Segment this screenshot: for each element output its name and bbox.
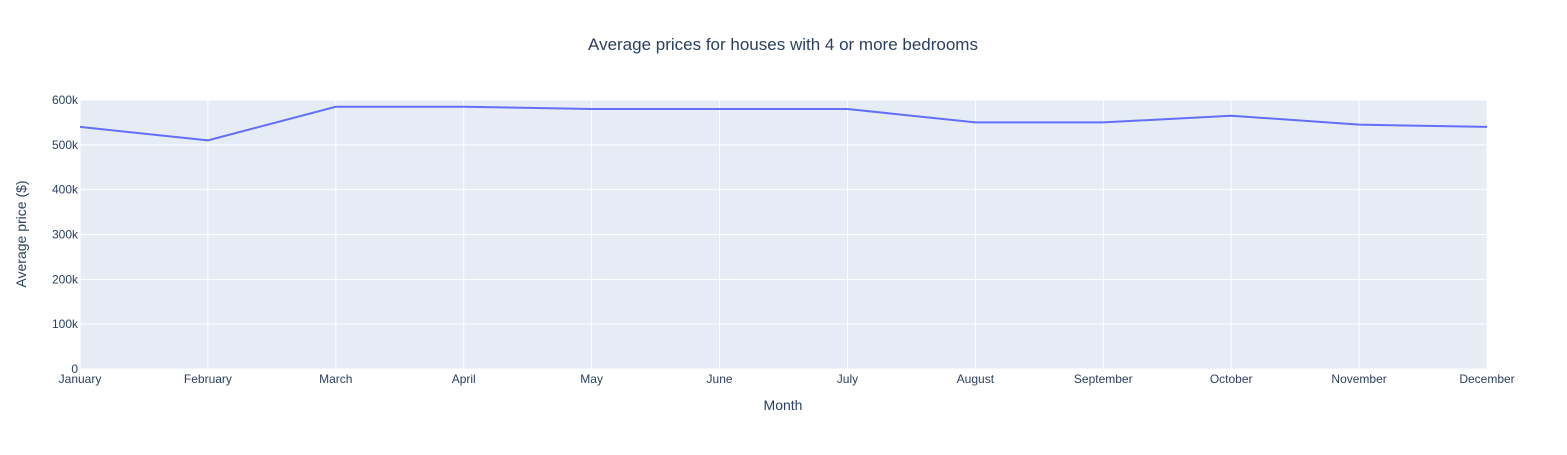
- y-tick-label: 200k: [52, 272, 79, 286]
- y-tick-label: 600k: [52, 93, 79, 107]
- x-axis-title: Month: [764, 397, 803, 413]
- x-tick-label: September: [1074, 372, 1133, 386]
- y-tick-label: 300k: [52, 228, 79, 242]
- y-axis-ticks: 0 100k 200k 300k 400k 500k 600k: [52, 93, 79, 376]
- y-tick-label: 0: [71, 362, 78, 376]
- y-tick-label: 500k: [52, 138, 79, 152]
- y-tick-label: 400k: [52, 183, 79, 197]
- x-axis-ticks: January February March April May June July Augu…: [59, 372, 1515, 386]
- x-tick-label: January: [59, 372, 102, 386]
- x-tick-label: November: [1331, 372, 1386, 386]
- x-tick-label: October: [1210, 372, 1253, 386]
- y-tick-label: 100k: [52, 317, 79, 331]
- x-tick-label: June: [707, 372, 733, 386]
- x-tick-label: May: [580, 372, 603, 386]
- x-tick-label: February: [184, 372, 232, 386]
- x-tick-label: April: [452, 372, 476, 386]
- x-tick-label: August: [957, 372, 995, 386]
- x-tick-label: March: [319, 372, 352, 386]
- y-axis-title: Average price ($): [13, 180, 29, 287]
- chart-title: Average prices for houses with 4 or more…: [588, 35, 978, 54]
- x-tick-label: December: [1459, 372, 1514, 386]
- x-tick-label: July: [837, 372, 858, 386]
